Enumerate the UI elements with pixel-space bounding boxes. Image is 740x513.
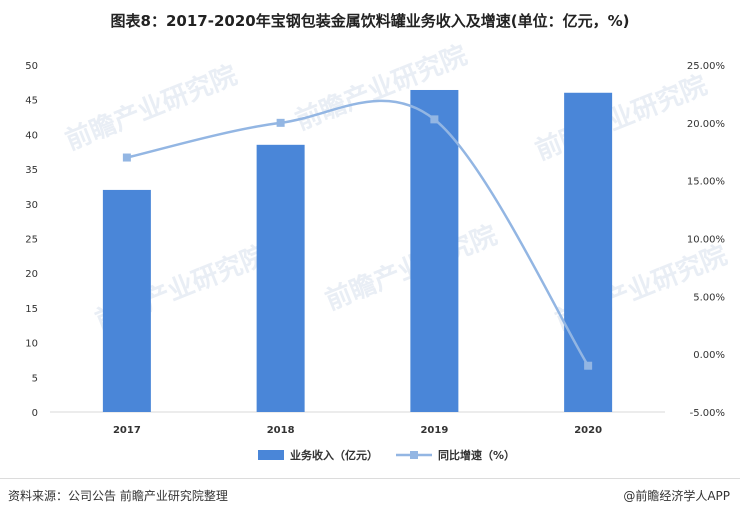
brand-credit: @前瞻经济学人APP	[623, 489, 730, 503]
left-tick-label: 25	[25, 235, 38, 246]
left-tick-label: 10	[25, 339, 38, 350]
right-tick-label: -5.00%	[690, 408, 725, 419]
right-tick-label: 20.00%	[687, 119, 725, 130]
legend-line-marker	[410, 451, 418, 459]
watermark-layer: 前瞻产业研究院前瞻产业研究院前瞻产业研究院前瞻产业研究院前瞻产业研究院前瞻产业研…	[61, 40, 731, 337]
x-tick-label: 2017	[113, 425, 141, 436]
x-tick-label: 2020	[574, 425, 602, 436]
left-tick-label: 40	[25, 130, 38, 141]
legend: 业务收入（亿元） 同比增速（%）	[258, 448, 515, 462]
right-tick-label: 5.00%	[693, 292, 725, 303]
line-series	[122, 99, 593, 370]
left-tick-label: 45	[25, 96, 38, 107]
bar-series	[102, 89, 613, 412]
growth-point-2020	[584, 361, 593, 370]
right-tick-label: 15.00%	[687, 177, 725, 188]
left-tick-label: 50	[25, 61, 38, 72]
growth-line	[126, 99, 590, 367]
legend-line-label: 同比增速（%）	[438, 448, 515, 462]
left-tick-label: 30	[25, 200, 38, 211]
right-tick-label: 25.00%	[687, 61, 725, 72]
watermark-text: 前瞻产业研究院	[531, 70, 711, 167]
right-tick-label: 10.00%	[687, 235, 725, 246]
left-tick-label: 20	[25, 269, 38, 280]
right-axis: -5.00% 0.00% 5.00% 10.00% 15.00% 20.00% 25.00%	[687, 61, 725, 419]
left-tick-label: 5	[32, 373, 38, 384]
watermark-text: 前瞻产业研究院	[61, 60, 241, 157]
x-tick-label: 2018	[267, 425, 295, 436]
right-tick-label: 0.00%	[693, 350, 725, 361]
growth-point-2018	[276, 118, 285, 127]
bar-2019	[410, 89, 459, 412]
bar-2018	[256, 144, 305, 412]
left-tick-label: 0	[32, 408, 38, 419]
x-tick-label: 2019	[420, 425, 448, 436]
footer-divider	[0, 478, 740, 479]
growth-point-2017	[122, 153, 131, 162]
growth-point-2019	[430, 115, 439, 124]
x-axis: 2017 2018 2019 2020	[113, 425, 602, 436]
bar-2017	[102, 189, 151, 412]
legend-bar-label: 业务收入（亿元）	[290, 448, 378, 462]
legend-bar-swatch	[258, 450, 284, 460]
bar-2020	[564, 92, 613, 412]
source-note: 资料来源：公司公告 前瞻产业研究院整理	[8, 489, 228, 503]
left-axis: 0 5 10 15 20 25 30 35 40 45 50	[25, 61, 38, 419]
left-tick-label: 15	[25, 304, 38, 315]
chart-title: 图表8：2017-2020年宝钢包装金属饮料罐业务收入及增速(单位：亿元，%)	[110, 12, 630, 30]
left-tick-label: 35	[25, 165, 38, 176]
